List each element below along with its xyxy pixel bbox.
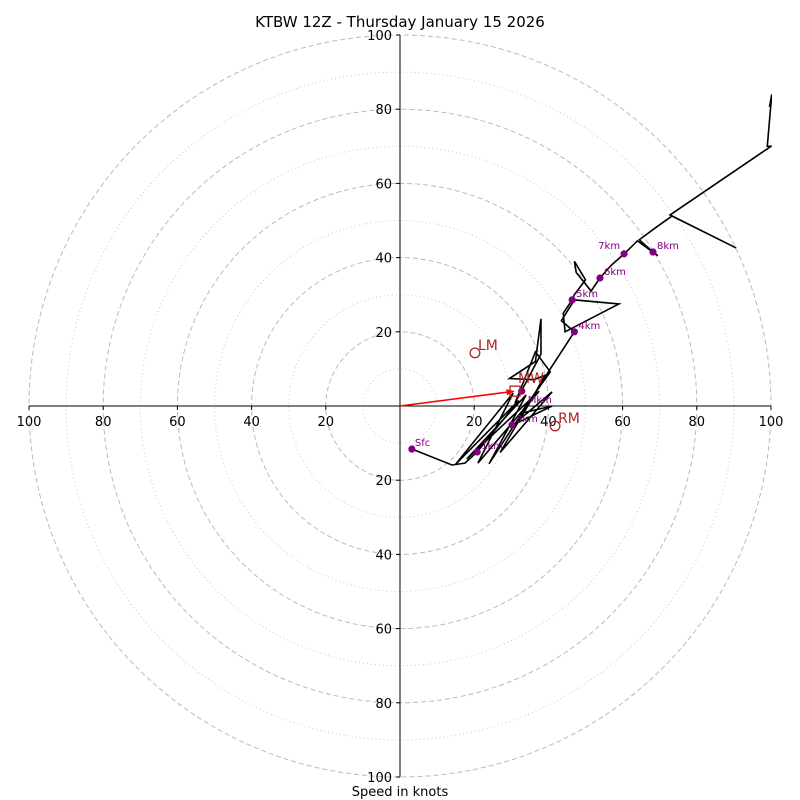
y-tick-label: 100 (367, 29, 392, 44)
y-tick-label: 40 (375, 252, 392, 267)
y-tick-label: 60 (375, 623, 392, 638)
hodograph-line-hodograph (411, 94, 772, 466)
height-marker-3km (508, 421, 516, 429)
x-tick-label: 40 (540, 415, 557, 430)
shear-vector-arrow (399, 391, 510, 407)
height-marker-4km (570, 328, 578, 336)
y-tick-label: 80 (375, 103, 392, 118)
height-label-6km: 6km (604, 267, 626, 278)
mean-wind-marker (509, 385, 521, 397)
storm-motion-label-rm: RM (558, 411, 580, 427)
height-marker-1km (473, 448, 481, 456)
storm-motion-label-lm: LM (478, 338, 498, 354)
height-label-7km: 7km (598, 241, 620, 252)
y-tick-label: 80 (375, 697, 392, 712)
height-label-8km: 8km (657, 241, 679, 252)
height-label-3km: 3km (516, 414, 538, 425)
height-marker-8km (649, 248, 657, 256)
height-marker-5km (568, 296, 576, 304)
height-marker-6km (596, 274, 604, 282)
x-tick-label: 80 (689, 415, 706, 430)
x-tick-label: 40 (243, 415, 260, 430)
y-tick-label: 40 (375, 548, 392, 563)
x-tick-label: 20 (318, 415, 335, 430)
x-axis-label: Speed in knots (352, 785, 449, 800)
x-tick-label: 80 (95, 415, 112, 430)
height-label-sfc: Sfc (415, 438, 430, 449)
storm-motion-markers: LM RM MW (399, 338, 580, 432)
x-tick-label: 60 (169, 415, 186, 430)
x-tick-label: 60 (614, 415, 631, 430)
y-tick-label: 20 (375, 474, 392, 489)
x-tick-label: 20 (466, 415, 483, 430)
storm-motion-marker-rm (549, 420, 561, 432)
hodograph-trace-group (411, 94, 772, 466)
height-marker-sfc (408, 445, 416, 453)
height-markers: Sfc 1km 3km 4km 5km 6km 7km 8km Mkm (408, 241, 679, 456)
x-tick-label: 100 (17, 415, 42, 430)
y-tick-label: 20 (375, 326, 392, 341)
height-marker-mkm (518, 387, 526, 395)
storm-motion-marker-lm (469, 347, 481, 359)
x-tick-label: 100 (759, 415, 784, 430)
tick-labels: 100 80 60 40 20 20 40 60 80 100 100 80 60 40 20 20 40 60 8… (17, 29, 784, 786)
height-marker-7km (620, 250, 628, 258)
height-label-4km: 4km (578, 321, 600, 332)
y-tick-label: 100 (367, 771, 392, 786)
height-label-1km: 1km (481, 441, 503, 452)
height-label-mkm: Mkm (528, 395, 552, 406)
height-label-5km: 5km (576, 289, 598, 300)
y-tick-label: 60 (375, 177, 392, 192)
chart-title: KTBW 12Z - Thursday January 15 2026 (255, 13, 545, 31)
mean-wind-label: MW (518, 371, 544, 387)
